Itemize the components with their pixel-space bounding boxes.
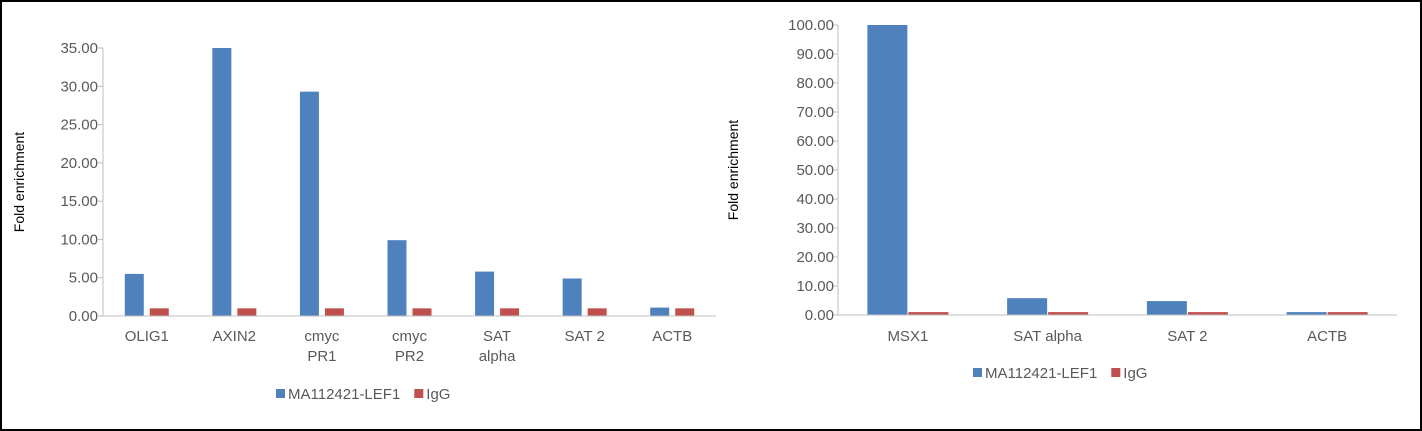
y-tick-label: 20.00	[60, 155, 98, 172]
legend-label: MA112421-LEF1	[985, 365, 1097, 382]
bar-igg	[412, 308, 432, 316]
x-tick-label: ACTB	[1307, 328, 1347, 345]
bar-igg	[675, 308, 695, 316]
y-tick-label: 100.00	[788, 17, 834, 34]
x-tick-label: SAT 2	[1167, 328, 1207, 345]
bar-igg	[500, 308, 520, 316]
x-tick-label: SAT	[483, 328, 511, 345]
y-tick-label: 10.00	[60, 231, 98, 248]
bar-lef1	[387, 240, 407, 316]
y-tick-label: 30.00	[60, 78, 98, 95]
bar-igg	[237, 308, 257, 316]
y-tick-label: 40.00	[796, 191, 834, 208]
y-tick-label: 80.00	[796, 75, 834, 92]
y-tick-label: 70.00	[796, 104, 834, 121]
bar-lef1	[562, 278, 582, 316]
y-tick-label: 20.00	[796, 249, 834, 266]
legend-label: IgG	[1123, 365, 1147, 382]
legend-swatch	[276, 389, 285, 398]
bar-lef1	[299, 91, 319, 316]
bar-lef1	[1007, 298, 1048, 315]
y-tick-label: 0.00	[69, 308, 98, 325]
chart-2: 0.00 10.00 20.00 30.00 40.00 50.00 60.00 70.00 8…	[725, 17, 1397, 382]
x-tick-label: SAT alpha	[1013, 328, 1082, 345]
y-axis-title: Fold enrichment	[11, 132, 27, 232]
x-tick-label: ACTB	[652, 328, 692, 345]
y-tick-label: 60.00	[796, 133, 834, 150]
bar-lef1	[1146, 301, 1187, 315]
x-tick-label: PR2	[395, 348, 424, 365]
legend-swatch	[973, 368, 982, 377]
bar-igg	[1327, 312, 1368, 315]
bar-lef1	[867, 25, 908, 315]
y-tick-label: 50.00	[796, 162, 834, 179]
y-tick-label: 10.00	[796, 278, 834, 295]
x-tick-label: OLIG1	[125, 328, 169, 345]
y-tick-label: 15.00	[60, 193, 98, 210]
legend-label: IgG	[426, 386, 450, 403]
y-tick-label: 0.00	[805, 307, 834, 324]
bar-lef1	[1286, 312, 1327, 315]
y-axis-title: Fold enrichment	[725, 120, 741, 220]
y-tick-label: 90.00	[796, 46, 834, 63]
y-tick-label: 25.00	[60, 117, 98, 134]
x-tick-label: AXIN2	[213, 328, 256, 345]
bar-lef1	[650, 307, 670, 316]
bar-igg	[587, 308, 607, 316]
bar-lef1	[124, 273, 144, 316]
x-tick-label: SAT 2	[564, 328, 604, 345]
x-tick-label: alpha	[479, 348, 516, 365]
legend-label: MA112421-LEF1	[288, 386, 400, 403]
bar-igg	[908, 312, 949, 315]
bar-igg	[324, 308, 344, 316]
x-tick-label: cmyc	[304, 328, 339, 345]
bar-lef1	[212, 48, 232, 316]
y-tick-label: 5.00	[69, 270, 98, 287]
chart-1: 0.00 5.00 10.00 15.00 20.00 25.00 30.00 35.00 Fo…	[11, 40, 716, 403]
x-tick-label: PR1	[307, 348, 336, 365]
legend-swatch	[1111, 368, 1121, 377]
bar-igg	[1187, 312, 1228, 315]
bar-igg	[1048, 312, 1089, 315]
y-tick-label: 30.00	[796, 220, 834, 237]
bar-lef1	[475, 271, 495, 316]
bar-igg	[149, 308, 169, 316]
legend-swatch	[414, 389, 424, 398]
x-tick-label: MSX1	[887, 328, 928, 345]
y-tick-label: 35.00	[60, 40, 98, 57]
x-tick-label: cmyc	[392, 328, 427, 345]
